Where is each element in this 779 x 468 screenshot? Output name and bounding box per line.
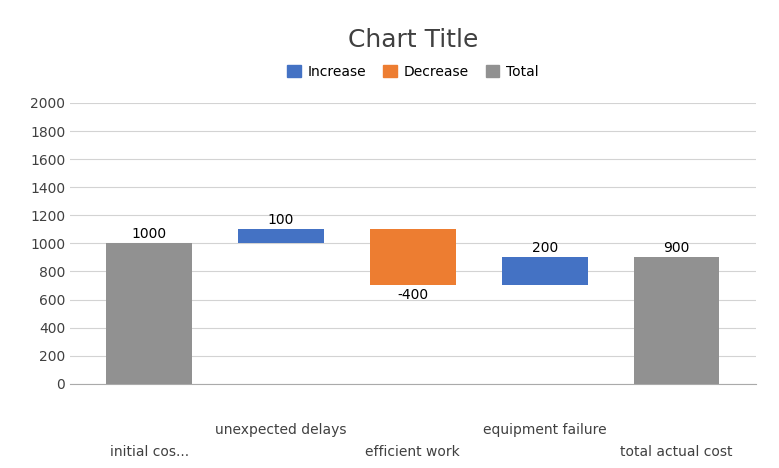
Legend: Increase, Decrease, Total: Increase, Decrease, Total <box>281 59 545 84</box>
Bar <box>107 243 192 384</box>
Text: unexpected delays: unexpected delays <box>215 423 347 437</box>
Bar <box>238 229 324 243</box>
Bar <box>633 257 719 384</box>
Text: 200: 200 <box>531 241 558 255</box>
Text: total actual cost: total actual cost <box>620 445 733 459</box>
Bar <box>502 257 587 285</box>
Bar <box>370 229 456 285</box>
Text: -400: -400 <box>397 288 428 302</box>
Title: Chart Title: Chart Title <box>347 29 478 52</box>
Text: initial cos...: initial cos... <box>110 445 189 459</box>
Text: efficient work: efficient work <box>365 445 460 459</box>
Text: 1000: 1000 <box>132 227 167 241</box>
Text: equipment failure: equipment failure <box>483 423 607 437</box>
Text: 100: 100 <box>268 213 294 227</box>
Text: 900: 900 <box>664 241 689 255</box>
